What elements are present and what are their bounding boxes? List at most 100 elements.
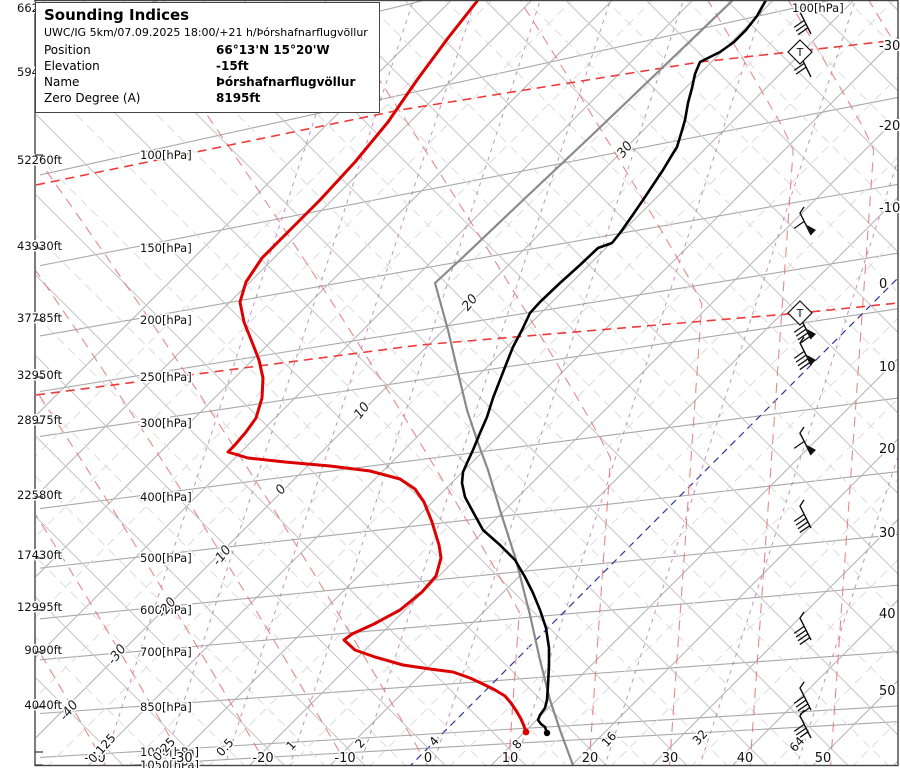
dry-adiabat-intermediate-line — [605, 0, 898, 293]
dry-adiabat-intermediate-line — [36, 556, 246, 766]
pressure-label: 500[hPa] — [140, 551, 192, 565]
sounding-info-table: Position 66°13'N 15°20'W Elevation -15ft… — [44, 42, 371, 106]
temperature-curve — [460, 0, 768, 735]
isobar-line — [39, 584, 898, 661]
pressure-label: 850[hPa] — [140, 700, 192, 714]
pressure-label: 1000[hPa] — [140, 745, 199, 759]
temperature-label-bottom: 40 — [737, 751, 754, 766]
pressure-label-top-right: 100[hPa] — [792, 1, 844, 15]
isotherm-intermediate-line — [369, 237, 898, 766]
isotherm-intermediate-line — [36, 0, 654, 618]
altitude-label: 22580ft — [17, 488, 62, 502]
moist-adiabat-lines — [36, 0, 898, 766]
wind-barb-column: TT — [787, 5, 816, 740]
isotherm-intermediate-line — [36, 0, 734, 698]
model-run-line: UWC/IG 5km/07.09.2025 18:00/+21 h/Þórsha… — [44, 26, 368, 39]
dewpoint-curve — [226, 0, 528, 734]
isotherm-line — [36, 0, 774, 739]
isotherm-line — [36, 0, 452, 417]
isobar-line — [102, 721, 898, 766]
temperature-label-right: 40 — [879, 607, 896, 622]
page-title: Sounding Indices — [44, 6, 190, 24]
wind-barb-icon — [793, 709, 812, 740]
tropopause-marker-letter: T — [796, 307, 804, 320]
wind-barb-icon — [793, 206, 816, 236]
info-value: Þórshafnarflugvöllur — [216, 75, 356, 89]
altitude-label: 9090ft — [24, 643, 62, 657]
dry-adiabat-intermediate-line — [36, 73, 729, 766]
isobar-line — [39, 705, 898, 758]
wind-barb-icon — [793, 611, 812, 646]
moist-adiabat-line — [125, 0, 520, 766]
sounding-curves — [226, 0, 768, 766]
dry-adiabat-line — [36, 274, 528, 766]
dry-adiabat-intermediate-line — [283, 0, 898, 615]
isotherm-line — [87, 0, 855, 766]
tropopause-line-lower — [36, 302, 898, 396]
isotherm-intermediate-line — [449, 317, 898, 766]
altitude-label: 12995ft — [17, 600, 62, 614]
pressure-label: 250[hPa] — [140, 370, 192, 384]
temperature-label-right: -20 — [879, 119, 900, 134]
dewpoint-surface-point — [522, 728, 530, 736]
isotherm-line — [489, 357, 898, 766]
altitude-label: 4040ft — [24, 698, 62, 712]
dry-adiabat-line — [565, 0, 898, 334]
table-row: Position 66°13'N 15°20'W — [44, 42, 371, 58]
isotherm-intermediate-line — [208, 76, 898, 766]
dry-adiabat-line — [162, 0, 898, 736]
altitude-label: 43930ft — [17, 239, 62, 253]
isotherm-intermediate-line — [530, 398, 898, 766]
dry-adiabat-intermediate-line — [766, 0, 898, 132]
wind-pennant-icon — [807, 355, 816, 365]
pressure-label: 300[hPa] — [140, 416, 192, 430]
dry-adiabat-line — [36, 194, 608, 766]
dry-adiabat-intermediate-line — [36, 154, 648, 766]
temperature-label-bottom: 50 — [815, 751, 832, 766]
dry-adiabat-line — [36, 33, 769, 766]
pressure-label: 200[hPa] — [140, 313, 192, 327]
dry-adiabat-line — [404, 0, 898, 495]
isotherm-line — [570, 438, 898, 766]
isotherm-line — [36, 0, 533, 497]
tropopause-lines — [36, 39, 898, 396]
dry-adiabat-intermediate-line — [36, 637, 165, 766]
table-row: Name Þórshafnarflugvöllur — [44, 74, 371, 90]
isotherm-intermediate-line — [36, 0, 573, 537]
info-label: Position — [44, 43, 91, 57]
temperature-label-bottom: -10 — [334, 751, 355, 766]
isobar-lines — [39, 0, 898, 766]
temperature-label-right: 10 — [879, 360, 896, 375]
dry-adiabat-intermediate-line — [363, 0, 898, 535]
isobar-line — [39, 533, 898, 620]
moist-adiabat-line — [706, 0, 794, 766]
moist-adiabat-line — [518, 0, 703, 766]
wind-barb-icon — [793, 336, 816, 371]
isobar-line — [39, 471, 898, 569]
wind-barb-icon — [793, 426, 816, 456]
isotherm-line — [328, 196, 898, 766]
dry-adiabat-intermediate-line — [444, 0, 898, 454]
temperature-label-right: 50 — [879, 684, 896, 699]
temperature-label-bottom: 0 — [424, 751, 432, 766]
pressure-label: 1050[hPa] — [140, 758, 199, 768]
temperature-surface-point — [543, 729, 551, 737]
isobar-line — [39, 397, 898, 510]
dry-adiabat-intermediate-line — [685, 0, 898, 213]
dry-adiabat-intermediate-line — [202, 0, 898, 696]
altitude-label: 52260ft — [17, 153, 62, 167]
isotherm-line — [36, 0, 613, 578]
dry-adiabat-line — [484, 0, 898, 414]
isotherm-line — [650, 518, 898, 766]
pressure-label: 150[hPa] — [140, 241, 192, 255]
info-label: Zero Degree (A) — [44, 91, 141, 105]
dry-adiabat-line — [36, 435, 367, 766]
temperature-label-right: 30 — [879, 526, 896, 541]
isotherm-line — [731, 599, 898, 766]
isotherm-line — [248, 116, 898, 766]
info-value: 8195ft — [216, 91, 261, 105]
temperature-label-bottom: 10 — [502, 751, 519, 766]
temperature-label-bottom: -40 — [84, 751, 105, 766]
